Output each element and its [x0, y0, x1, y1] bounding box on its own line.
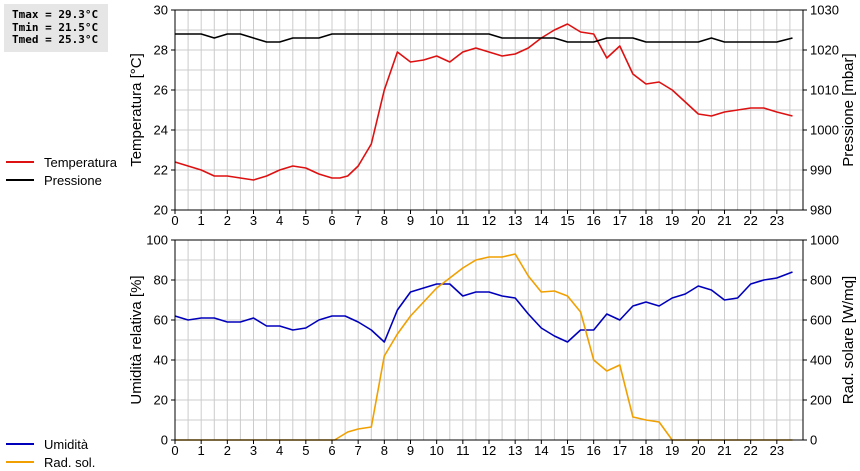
x-tick-label: 22: [743, 443, 757, 458]
x-tick-label: 23: [770, 443, 784, 458]
y-left-tick-label: 28: [154, 43, 168, 58]
y-right-tick-label: 0: [810, 433, 817, 448]
legend-label-pressione: Pressione: [44, 172, 102, 188]
y-right-tick-label: 600: [810, 313, 832, 328]
x-tick-label: 0: [171, 443, 178, 458]
y-left-tick-label: 100: [146, 233, 168, 248]
legend-label-temperatura: Temperatura: [44, 154, 117, 170]
x-tick-label: 15: [560, 443, 574, 458]
x-tick-label: 5: [302, 213, 309, 228]
y-right-axis-label: Rad. solare [W/mq]: [840, 276, 857, 404]
legend-swatch-radiazione: [6, 461, 34, 463]
y-left-tick-label: 20: [154, 393, 168, 408]
x-tick-label: 14: [534, 213, 548, 228]
y-right-tick-label: 1010: [810, 83, 839, 98]
y-right-tick-label: 990: [810, 163, 832, 178]
y-left-tick-label: 24: [154, 123, 168, 138]
x-tick-label: 13: [508, 213, 522, 228]
y-right-tick-label: 1030: [810, 3, 839, 18]
x-tick-label: 10: [429, 213, 443, 228]
x-tick-label: 7: [355, 443, 362, 458]
series-line-temperatura: [174, 23, 793, 181]
tmax-stat: Tmax = 29.3°C: [12, 8, 99, 21]
x-tick-label: 12: [482, 443, 496, 458]
legend-top: Temperatura Pressione: [6, 153, 117, 189]
legend-swatch-temperatura: [6, 161, 34, 163]
x-tick-label: 9: [407, 443, 414, 458]
y-right-tick-label: 980: [810, 203, 832, 218]
x-tick-label: 10: [429, 443, 443, 458]
y-right-tick-label: 1000: [810, 123, 839, 138]
x-tick-label: 21: [717, 443, 731, 458]
x-tick-label: 4: [276, 443, 283, 458]
x-tick-label: 16: [586, 213, 600, 228]
x-tick-label: 11: [456, 443, 470, 458]
x-tick-label: 2: [224, 443, 231, 458]
weather-charts: 0 1 2 3 4 5 6 7 8 9 10 11 12 13 14 15 16 17 18 19 20 21 22 2320…: [128, 3, 857, 459]
y-left-axis-label: Umidità relativa [%]: [128, 275, 145, 404]
y-left-tick-label: 0: [161, 433, 168, 448]
legend-swatch-umidita: [6, 443, 34, 445]
stats-box: Tmax = 29.3°C Tmin = 21.5°C Tmed = 25.3°…: [4, 4, 108, 52]
x-tick-label: 23: [770, 213, 784, 228]
x-tick-label: 2: [224, 213, 231, 228]
x-tick-label: 7: [355, 213, 362, 228]
y-left-tick-label: 26: [154, 83, 168, 98]
x-tick-label: 0: [171, 213, 178, 228]
x-tick-label: 3: [250, 443, 257, 458]
chart-panel-bottom: 0 1 2 3 4 5 6 7 8 9 10 11 12 13 14 15 16 17 18 19 20 21 22 2302…: [128, 233, 857, 459]
y-left-tick-label: 20: [154, 203, 168, 218]
x-tick-label: 18: [639, 443, 653, 458]
legend-item-umidita: Umidità: [6, 435, 95, 453]
y-right-tick-label: 1000: [810, 233, 839, 248]
x-tick-label: 1: [198, 443, 205, 458]
legend-swatch-pressione: [6, 179, 34, 181]
y-right-axis-label: Pressione [mbar]: [840, 53, 857, 166]
legend-label-umidita: Umidità: [44, 436, 89, 452]
x-tick-label: 19: [665, 443, 679, 458]
y-left-tick-label: 22: [154, 163, 168, 178]
x-tick-label: 5: [302, 443, 309, 458]
x-tick-label: 16: [586, 443, 600, 458]
x-tick-label: 1: [198, 213, 205, 228]
y-left-tick-label: 30: [154, 3, 168, 18]
x-tick-label: 8: [381, 213, 388, 228]
y-right-tick-label: 200: [810, 393, 832, 408]
series-line-pressione: [175, 33, 793, 43]
x-tick-label: 13: [508, 443, 522, 458]
y-right-tick-label: 800: [810, 273, 832, 288]
x-tick-label: 21: [717, 213, 731, 228]
x-tick-label: 22: [743, 213, 757, 228]
series-line-umidit: [174, 271, 793, 343]
x-tick-label: 11: [456, 213, 470, 228]
x-tick-label: 18: [639, 213, 653, 228]
x-tick-label: 20: [691, 213, 705, 228]
x-tick-label: 9: [407, 213, 414, 228]
x-tick-label: 6: [328, 443, 335, 458]
legend-item-pressione: Pressione: [6, 171, 117, 189]
x-tick-label: 17: [613, 443, 627, 458]
y-left-tick-label: 60: [154, 313, 168, 328]
y-left-tick-label: 40: [154, 353, 168, 368]
series-line-rad-sol: [175, 253, 793, 441]
legend-item-temperatura: Temperatura: [6, 153, 117, 171]
x-tick-label: 14: [534, 443, 548, 458]
tmed-stat: Tmed = 25.3°C: [12, 33, 99, 46]
x-tick-label: 19: [665, 213, 679, 228]
x-tick-label: 15: [560, 213, 574, 228]
x-tick-label: 17: [613, 213, 627, 228]
tmin-stat: Tmin = 21.5°C: [12, 20, 99, 34]
x-tick-label: 6: [328, 213, 335, 228]
x-tick-label: 20: [691, 443, 705, 458]
x-tick-label: 3: [250, 213, 257, 228]
y-left-tick-label: 80: [154, 273, 168, 288]
x-tick-label: 4: [276, 213, 283, 228]
x-tick-label: 12: [482, 213, 496, 228]
y-left-axis-label: Temperatura [°C]: [128, 53, 145, 167]
y-right-tick-label: 1020: [810, 43, 839, 58]
x-tick-label: 8: [381, 443, 388, 458]
y-right-tick-label: 400: [810, 353, 832, 368]
chart-panel-top: 0 1 2 3 4 5 6 7 8 9 10 11 12 13 14 15 16 17 18 19 20 21 22 2320…: [128, 3, 857, 229]
